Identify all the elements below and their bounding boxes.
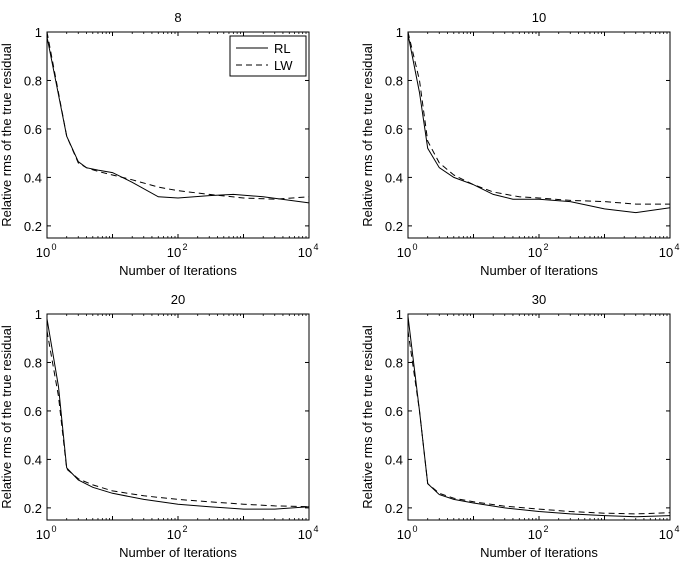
- x-tick-exponent: 0: [51, 524, 56, 534]
- x-tick-label: 10: [36, 245, 50, 260]
- series-lw-line: [46, 330, 310, 508]
- series-lw-line: [407, 31, 670, 205]
- x-tick-exponent: 4: [313, 524, 318, 534]
- y-axis-label: Relative rms of the true residual: [360, 43, 375, 227]
- subplot-1: 8 Number of Iterations Relative rms of the…: [0, 10, 319, 278]
- y-tick-label: 1: [35, 25, 42, 40]
- y-tick-label: 0.6: [24, 122, 42, 137]
- x-tick-label: 10: [659, 527, 673, 542]
- y-tick-label: 0.6: [385, 122, 403, 137]
- legend-label-lw: LW: [274, 58, 293, 73]
- series-rl-line: [407, 34, 671, 214]
- x-tick-exponent: 2: [182, 242, 187, 252]
- y-tick-label: 0.8: [24, 73, 42, 88]
- x-tick-exponent: 0: [412, 524, 417, 534]
- x-tick-exponent: 4: [313, 242, 318, 252]
- x-tick-exponent: 2: [182, 524, 187, 534]
- y-axis-label: Relative rms of the true residual: [360, 325, 375, 509]
- y-tick-label: 0.2: [24, 219, 42, 234]
- y-tick-label: 0.4: [24, 452, 42, 467]
- y-tick-label: 0.6: [385, 404, 403, 419]
- axes-box: [46, 313, 310, 521]
- x-tick-label: 10: [298, 527, 312, 542]
- plot-title: 8: [174, 10, 181, 25]
- x-tick-exponent: 0: [51, 242, 56, 252]
- x-tick-exponent: 4: [674, 242, 679, 252]
- y-axis-label: Relative rms of the true residual: [0, 325, 14, 509]
- y-tick-label: 0.8: [385, 73, 403, 88]
- x-tick-exponent: 0: [412, 242, 417, 252]
- plot-title: 20: [171, 292, 185, 307]
- y-tick-label: 1: [396, 25, 403, 40]
- y-tick-label: 0.6: [24, 404, 42, 419]
- y-tick-label: 0.4: [385, 452, 403, 467]
- x-tick-label: 10: [659, 245, 673, 260]
- y-tick-label: 0.4: [385, 170, 403, 185]
- series-lw-line: [46, 31, 310, 200]
- axes-box: [407, 313, 671, 521]
- plot-title: 30: [532, 292, 546, 307]
- y-axis-label: Relative rms of the true residual: [0, 43, 14, 227]
- x-tick-exponent: 2: [543, 524, 548, 534]
- series-rl-line: [46, 318, 310, 510]
- x-tick-label: 10: [528, 527, 542, 542]
- x-axis-label: Number of Iterations: [480, 263, 598, 278]
- x-axis-label: Number of Iterations: [119, 263, 237, 278]
- x-tick-label: 10: [528, 245, 542, 260]
- legend-box: [229, 35, 307, 77]
- y-tick-label: 0.2: [385, 501, 403, 516]
- x-axis-label: Number of Iterations: [119, 545, 237, 560]
- plot-title: 10: [532, 10, 546, 25]
- y-tick-label: 0.8: [24, 355, 42, 370]
- y-tick-label: 1: [396, 307, 403, 322]
- x-tick-label: 10: [397, 527, 411, 542]
- x-tick-label: 10: [36, 527, 50, 542]
- y-tick-label: 1: [35, 307, 42, 322]
- subplot-4: 30 Number of Iterations Relative rms of th…: [360, 292, 680, 560]
- y-tick-label: 0.8: [385, 355, 403, 370]
- x-tick-label: 10: [167, 527, 181, 542]
- x-tick-label: 10: [167, 245, 181, 260]
- y-tick-label: 0.4: [24, 170, 42, 185]
- x-tick-exponent: 2: [543, 242, 548, 252]
- x-tick-exponent: 4: [674, 524, 679, 534]
- axes-box: [407, 31, 671, 239]
- x-tick-label: 10: [298, 245, 312, 260]
- legend-label-rl: RL: [274, 41, 291, 56]
- legend: RL LW: [229, 35, 307, 77]
- x-axis-label: Number of Iterations: [480, 545, 598, 560]
- series-lw-line: [407, 330, 671, 515]
- y-tick-label: 0.2: [24, 501, 42, 516]
- y-tick-label: 0.2: [385, 219, 403, 234]
- x-tick-label: 10: [397, 245, 411, 260]
- series-rl-line: [407, 316, 671, 518]
